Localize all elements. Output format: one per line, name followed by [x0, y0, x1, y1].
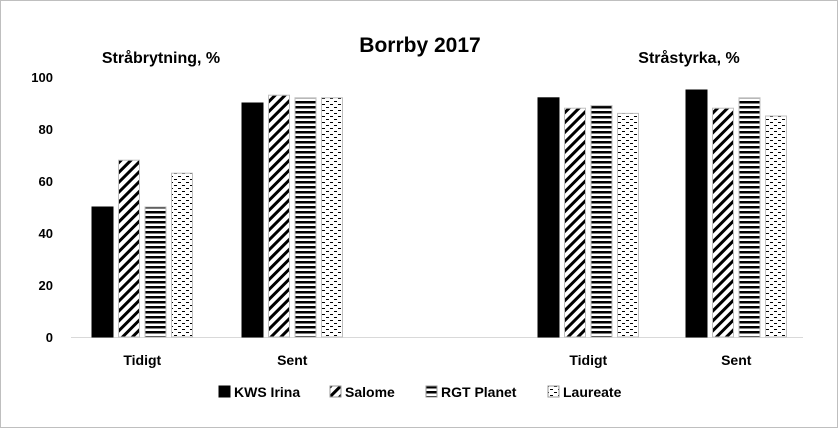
legend: KWS Irina Salome RGT Planet Laureate: [218, 384, 622, 400]
legend-label: Laureate: [563, 384, 622, 400]
x-category-label: Tidigt: [123, 352, 161, 368]
bar-1-tidigt-1: [91, 206, 114, 338]
chart-title: Borrby 2017: [359, 34, 480, 57]
legend-label: RGT Planet: [441, 384, 517, 400]
bar-series: [91, 89, 787, 338]
legend-label: Salome: [345, 384, 395, 400]
bar-1-sent-1: [241, 102, 264, 338]
y-tick-label: 40: [39, 226, 53, 241]
bar-2-sent-4: [765, 115, 787, 338]
bar-1-sent-2: [268, 94, 290, 338]
bar-1-tidigt-2: [118, 159, 140, 338]
bar-1-tidigt-3: [144, 206, 167, 338]
bar-2-sent-3: [738, 97, 761, 338]
x-category-label: Sent: [277, 352, 308, 368]
y-tick-label: 0: [46, 330, 53, 345]
y-tick-label: 20: [39, 278, 53, 293]
bar-1-sent-4: [321, 97, 343, 338]
bar-2-sent-2: [712, 107, 734, 338]
panel-1-subtitle: Stråbrytning, %: [102, 49, 220, 67]
y-tick-label: 100: [31, 70, 53, 85]
y-tick-label: 60: [39, 174, 53, 189]
bar-2-tidigt-3: [590, 105, 613, 338]
legend-swatch: [547, 385, 560, 398]
legend-swatch: [329, 385, 342, 398]
panel-2-subtitle: Stråstyrka, %: [638, 49, 739, 67]
y-tick-label: 80: [39, 122, 53, 137]
bar-2-tidigt-1: [537, 97, 560, 338]
legend-swatch: [218, 385, 231, 398]
bar-2-tidigt-4: [617, 112, 639, 338]
bar-2-sent-1: [685, 89, 708, 338]
x-axis-categories: Tidigt Sent Tidigt Sent: [123, 352, 751, 368]
x-category-label: Sent: [721, 352, 752, 368]
y-axis: 0 20 40 60 80 100: [31, 70, 53, 345]
bar-1-tidigt-4: [171, 172, 193, 338]
legend-swatch: [425, 385, 438, 398]
legend-label: KWS Irina: [234, 384, 300, 400]
bar-2-tidigt-2: [564, 107, 586, 338]
x-category-label: Tidigt: [569, 352, 607, 368]
bar-1-sent-3: [294, 97, 317, 338]
